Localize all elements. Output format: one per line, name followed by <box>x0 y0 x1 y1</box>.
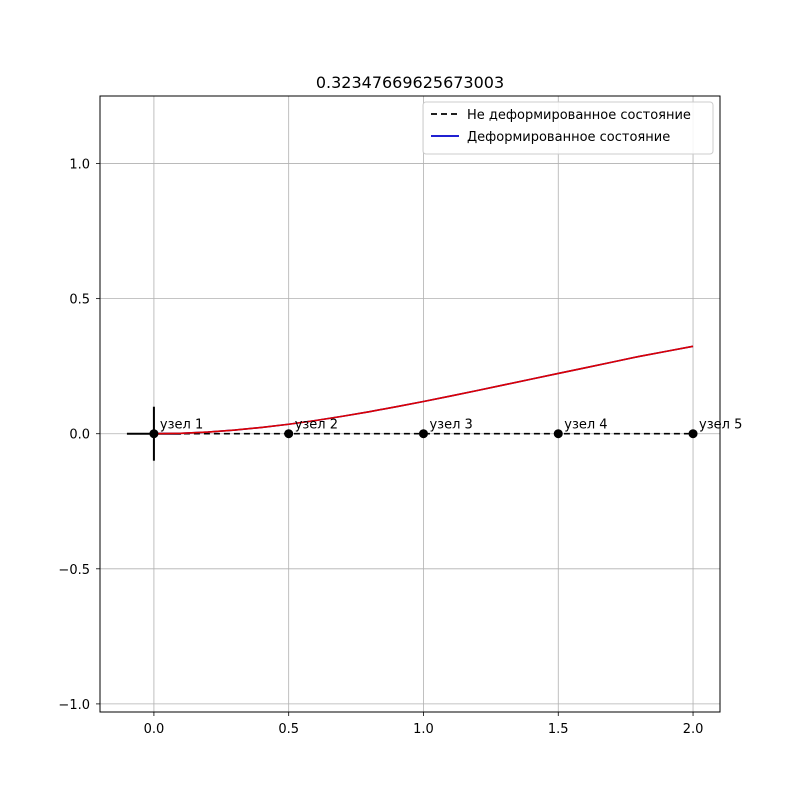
legend: Не деформированное состояние Деформирован… <box>422 101 714 155</box>
legend-label: Не деформированное состояние <box>467 108 691 123</box>
axis-ticks: 0.0 0.5 1.0 1.5 2.0 −1.0 −0.5 0.0 0.5 1.0 <box>58 158 703 737</box>
node-marker <box>688 429 698 439</box>
y-tick-label: −1.0 <box>58 698 90 713</box>
node-marker <box>418 429 428 439</box>
y-tick-label: 1.0 <box>69 158 90 173</box>
x-tick-label: 0.5 <box>278 722 299 737</box>
chart-title: 0.32347669625673003 <box>316 73 504 92</box>
node-marker <box>284 429 294 439</box>
grid-lines <box>100 96 720 712</box>
y-tick-label: −0.5 <box>58 563 90 578</box>
series-line-2 <box>153 345 694 435</box>
x-tick-label: 1.0 <box>413 722 434 737</box>
series-layer <box>126 345 694 461</box>
node-label: узел 4 <box>564 418 607 433</box>
node-marker <box>149 429 159 439</box>
x-tick-label: 2.0 <box>683 722 704 737</box>
y-tick-label: 0.0 <box>69 428 90 443</box>
node-marker <box>553 429 563 439</box>
node-markers: узел 1 узел 2 узел 3 узел 4 узел 5 <box>149 418 742 439</box>
legend-box <box>422 101 714 155</box>
x-tick-label: 0.0 <box>144 722 165 737</box>
node-label: узел 1 <box>160 418 203 433</box>
plot-frame <box>99 95 721 713</box>
node-label: узел 2 <box>295 418 338 433</box>
node-label: узел 5 <box>699 418 742 433</box>
y-tick-label: 0.5 <box>69 293 90 308</box>
node-label: узел 3 <box>429 418 472 433</box>
x-tick-label: 1.5 <box>548 722 569 737</box>
legend-label: Деформированное состояние <box>467 130 670 145</box>
